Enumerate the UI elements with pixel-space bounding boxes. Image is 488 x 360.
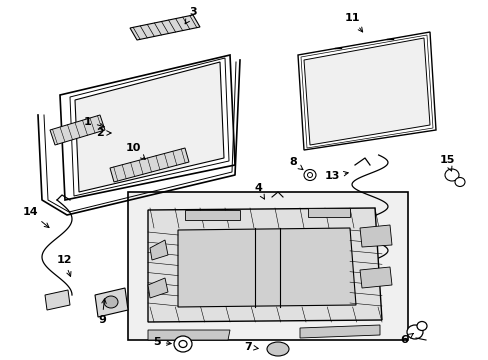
Polygon shape: [148, 278, 168, 298]
Polygon shape: [110, 148, 189, 182]
Bar: [307, 208, 349, 217]
Ellipse shape: [304, 170, 315, 180]
Ellipse shape: [104, 296, 118, 308]
Text: 13: 13: [324, 171, 347, 181]
Text: 7: 7: [244, 342, 258, 352]
Text: 5: 5: [153, 337, 171, 347]
Text: 3: 3: [185, 7, 196, 24]
Ellipse shape: [174, 336, 192, 352]
Ellipse shape: [406, 325, 422, 339]
Text: 2: 2: [96, 128, 111, 138]
Polygon shape: [75, 62, 224, 192]
Text: 8: 8: [288, 157, 303, 170]
Ellipse shape: [454, 177, 464, 186]
Polygon shape: [297, 32, 435, 150]
Polygon shape: [148, 330, 229, 340]
Text: 11: 11: [344, 13, 362, 32]
Polygon shape: [150, 240, 168, 260]
Polygon shape: [359, 225, 391, 247]
Text: 10: 10: [125, 143, 145, 159]
Polygon shape: [95, 288, 128, 317]
Text: 12: 12: [56, 255, 72, 276]
Polygon shape: [299, 325, 379, 338]
Polygon shape: [130, 15, 200, 40]
Ellipse shape: [416, 321, 426, 330]
Polygon shape: [359, 267, 391, 288]
Ellipse shape: [179, 341, 186, 347]
Polygon shape: [178, 228, 355, 307]
Text: 14: 14: [22, 207, 49, 228]
Bar: [184, 210, 240, 220]
Ellipse shape: [444, 169, 458, 181]
Text: 15: 15: [438, 155, 454, 171]
Text: 6: 6: [399, 333, 412, 345]
Polygon shape: [148, 208, 381, 322]
Polygon shape: [304, 38, 429, 145]
Text: 1: 1: [84, 117, 104, 128]
Text: 4: 4: [254, 183, 264, 199]
Bar: [128, 192, 407, 340]
Polygon shape: [60, 55, 235, 200]
Text: 9: 9: [98, 299, 106, 325]
Ellipse shape: [307, 172, 312, 177]
Polygon shape: [50, 115, 105, 145]
Ellipse shape: [266, 342, 288, 356]
Polygon shape: [45, 290, 70, 310]
